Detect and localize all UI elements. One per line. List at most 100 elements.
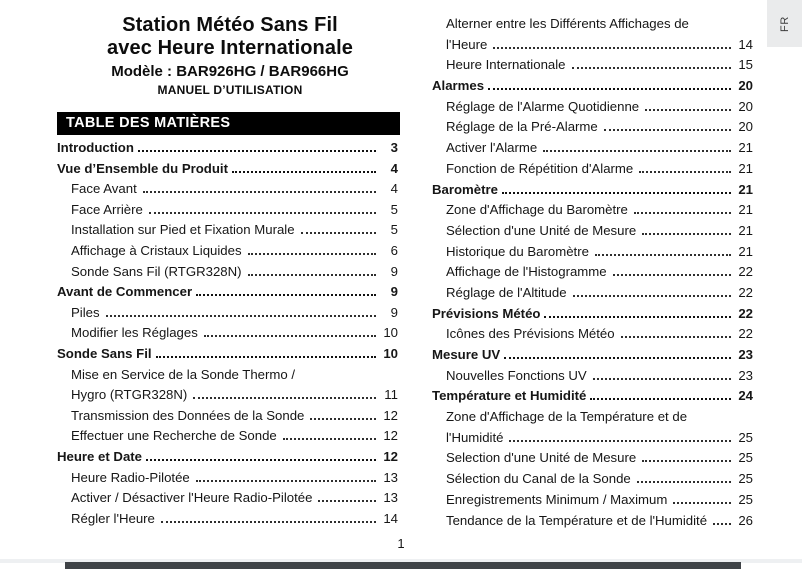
- toc-entry-label: Modifier les Réglages: [71, 325, 198, 341]
- toc-page-number: 3: [390, 140, 398, 155]
- toc-leader-dots: [642, 232, 731, 235]
- toc-page-number: 22: [738, 326, 753, 342]
- toc-entry-label: Nouvelles Fonctions UV: [446, 367, 587, 383]
- toc-entry-label: Réglage de la Pré-Alarme: [446, 119, 598, 135]
- toc-entry-label: Icônes des Prévisions Météo: [446, 326, 615, 342]
- toc-leader-dots: [310, 417, 376, 420]
- toc-row: Transmission des Données de la Sonde 12: [57, 408, 398, 429]
- toc-leader-dots: [146, 458, 376, 461]
- toc-row: Mesure UV 23: [432, 347, 753, 368]
- toc-page-number: 21: [738, 243, 753, 259]
- toc-leader-dots: [620, 336, 731, 339]
- toc-row: Enregistrements Minimum / Maximum 25: [432, 492, 753, 513]
- toc-page-number: 21: [738, 222, 753, 238]
- toc-entry-label: Face Arrière: [71, 201, 143, 217]
- toc-entry-label: Vue d’Ensemble du Produit: [57, 160, 228, 176]
- toc-entry-label: Installation sur Pied et Fixation Murale: [71, 222, 295, 238]
- toc-right-column: Alterner entre les Différents Affichages…: [432, 16, 753, 533]
- toc-leader-dots: [713, 522, 731, 525]
- toc-page-number: 9: [390, 263, 398, 279]
- toc-entry-label: Heure Radio-Pilotée: [71, 469, 190, 485]
- toc-leader-dots: [633, 212, 731, 215]
- page-number: 1: [397, 536, 405, 551]
- toc-row: Zone d'Affichage du Baromètre 21: [432, 202, 753, 223]
- toc-row: Historique du Baromètre 21: [432, 244, 753, 265]
- toc-page-number: 25: [738, 491, 753, 507]
- toc-entry-label: Tendance de la Température et de l'Humid…: [446, 512, 708, 528]
- toc-page-number: 10: [383, 345, 398, 361]
- toc-page-number: 25: [738, 429, 753, 445]
- toc-page-number: 4: [390, 160, 398, 176]
- toc-leader-dots: [642, 460, 731, 463]
- toc-leader-dots: [639, 170, 731, 173]
- toc-entry-label: Régler l'Heure: [71, 510, 155, 526]
- toc-row: Affichage à Cristaux Liquides 6: [57, 243, 398, 264]
- toc-page-number: 20: [738, 98, 753, 114]
- toc-entry-label: Alterner entre les Différents Affichages…: [446, 16, 689, 31]
- toc-leader-dots: [590, 398, 731, 401]
- toc-page-number: 20: [738, 119, 753, 135]
- toc-entry-label: Sélection d'une Unité de Mesure: [446, 222, 637, 238]
- toc-page-number: 21: [738, 140, 753, 156]
- toc-leader-dots: [247, 273, 376, 276]
- toc-row: Mise en Service de la Sonde Thermo /: [57, 367, 398, 388]
- toc-row: Prévisions Météo 22: [432, 306, 753, 327]
- toc-page-number: 26: [738, 512, 753, 528]
- toc-entry-label: Transmission des Données de la Sonde: [71, 407, 305, 423]
- toc-leader-dots: [603, 129, 731, 132]
- toc-row: Selection d'une Unité de Mesure 25: [432, 450, 753, 471]
- toc-leader-dots: [105, 314, 376, 317]
- toc-row: Zone d'Affichage de la Température et de: [432, 409, 753, 430]
- model-line: Modèle : BAR926HG / BAR966HG: [111, 63, 349, 80]
- toc-leader-dots: [142, 191, 376, 194]
- language-tab-label: FR: [778, 15, 791, 32]
- page-bottom-seam: [0, 559, 802, 563]
- toc-row: Heure Internationale 15: [432, 57, 753, 78]
- toc-entry-label: Réglage de l'Alarme Quotidienne: [446, 98, 640, 114]
- toc-row: Heure et Date 12: [57, 449, 398, 470]
- toc-row: Sélection d'une Unité de Mesure 21: [432, 223, 753, 244]
- toc-row: Piles 9: [57, 305, 398, 326]
- toc-page-number: 10: [383, 325, 398, 341]
- toc-leader-dots: [572, 294, 731, 297]
- toc-leader-dots: [501, 191, 731, 194]
- toc-entry-label: Face Avant: [71, 181, 137, 197]
- toc-row: l'Heure 14: [432, 37, 753, 58]
- toc-page-number: 14: [383, 510, 398, 526]
- toc-leader-dots: [247, 252, 376, 255]
- toc-page-number: 4: [390, 181, 398, 197]
- toc-entry-label: Sonde Sans Fil: [57, 345, 152, 361]
- toc-entry-label: Baromètre: [432, 181, 498, 197]
- page-header: Station Météo Sans Fil avec Heure Intern…: [57, 14, 403, 98]
- toc-row: Heure Radio-Pilotée 13: [57, 470, 398, 491]
- toc-heading-label: TABLE DES MATIÈRES: [66, 115, 231, 131]
- toc-leader-dots: [645, 108, 731, 111]
- toc-entry-label: Piles: [71, 304, 100, 320]
- toc-page-number: 9: [390, 284, 398, 300]
- toc-row: Installation sur Pied et Fixation Murale…: [57, 222, 398, 243]
- toc-entry-label: Fonction de Répétition d'Alarme: [446, 160, 634, 176]
- toc-row: Face Avant 4: [57, 181, 398, 202]
- toc-page-number: 12: [383, 428, 398, 444]
- toc-leader-dots: [544, 315, 731, 318]
- toc-entry-label: Température et Humidité: [432, 388, 587, 404]
- toc-entry-label: Affichage à Cristaux Liquides: [71, 242, 242, 258]
- toc-leader-dots: [193, 397, 376, 400]
- toc-page-number: 23: [738, 367, 753, 383]
- toc-entry-label: Selection d'une Unité de Mesure: [446, 450, 637, 466]
- toc-row: Alterner entre les Différents Affichages…: [432, 16, 753, 37]
- toc-entry-label: l'Heure: [446, 36, 488, 52]
- toc-entry-label: Heure et Date: [57, 448, 143, 464]
- toc-page-number: 22: [738, 284, 753, 300]
- toc-entry-label: Zone d'Affichage du Baromètre: [446, 202, 628, 218]
- manual-line: MANUEL D’UTILISATION: [157, 83, 303, 97]
- toc-row: Réglage de la Pré-Alarme 20: [432, 119, 753, 140]
- toc-row: Régler l'Heure 14: [57, 511, 398, 532]
- toc-leader-dots: [543, 150, 731, 153]
- toc-leader-dots: [612, 274, 731, 277]
- toc-row: Réglage de l'Altitude 22: [432, 285, 753, 306]
- toc-page-number: 13: [383, 469, 398, 485]
- next-page-top-edge: [65, 562, 741, 569]
- toc-row: Sonde Sans Fil 10: [57, 346, 398, 367]
- toc-row: Réglage de l'Alarme Quotidienne 20: [432, 99, 753, 120]
